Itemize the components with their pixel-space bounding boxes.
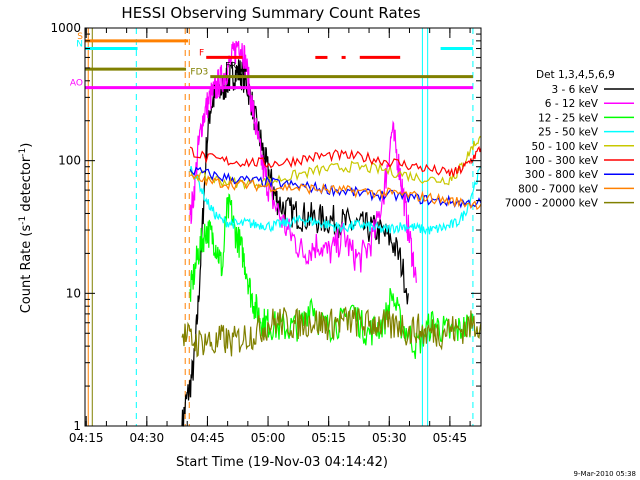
- legend-label-0: 3 - 6 keV: [551, 84, 598, 96]
- legend-label-6: 300 - 800 keV: [525, 169, 599, 181]
- flag-label-2: F: [199, 48, 204, 58]
- x-tick-label-6: 05:45: [433, 431, 468, 445]
- y-tick-label-2: 100: [58, 154, 81, 168]
- series-line-1: [189, 40, 417, 283]
- series-line-5: [189, 145, 482, 178]
- x-tick-label-4: 05:15: [311, 431, 346, 445]
- plot-frame: [84, 27, 482, 427]
- x-tick-label-5: 05:30: [372, 431, 407, 445]
- legend-label-3: 25 - 50 keV: [538, 127, 599, 139]
- series-line-8: [181, 306, 482, 358]
- y-tick-label-0: 1: [73, 419, 81, 433]
- x-axis-label: Start Time (19-Nov-03 04:14:42): [176, 455, 388, 470]
- flag-label-3: FR: [225, 61, 236, 71]
- axes: 1 10 100 1000 04:15 04:30 04:45 05:00 05:15 05:30…: [50, 21, 481, 445]
- x-tick-label-0: 04:15: [69, 431, 104, 445]
- legend-label-4: 50 - 100 keV: [531, 141, 598, 153]
- flag-label-0: S: [77, 32, 83, 42]
- series-line-7: [190, 174, 482, 211]
- flag-label-5: AO: [70, 79, 83, 89]
- y-tick-label-3: 1000: [50, 21, 81, 35]
- legend-label-1: 6 - 12 keV: [545, 98, 599, 110]
- flag-label-4: FD3: [190, 68, 208, 78]
- footer-timestamp: 9-Mar-2010 05:38: [574, 470, 636, 478]
- flag-label-1: N: [76, 40, 83, 50]
- legend-label-8: 7000 - 20000 keV: [505, 198, 599, 210]
- legend-label-2: 12 - 25 keV: [538, 112, 599, 124]
- chart-title: HESSI Observing Summary Count Rates: [121, 4, 420, 22]
- legend-label-5: 100 - 300 keV: [525, 155, 599, 167]
- plot-area: SN F FR FD3 AO: [70, 28, 482, 427]
- y-tick-label-1: 10: [66, 286, 81, 300]
- legend-label-7: 800 - 7000 keV: [518, 183, 599, 195]
- x-tick-label-2: 04:45: [190, 431, 225, 445]
- x-tick-label-1: 04:30: [130, 431, 165, 445]
- legend: Det 1,3,4,5,6,9 3 - 6 keV 6 - 12 keV 12 - 2…: [505, 69, 634, 210]
- x-tick-label-3: 05:00: [251, 431, 286, 445]
- series-line-2: [189, 193, 474, 359]
- legend-title: Det 1,3,4,5,6,9: [536, 69, 615, 81]
- series-line-3: [189, 165, 482, 235]
- y-axis-label: Count Rate (s-1 detector-1): [18, 143, 34, 314]
